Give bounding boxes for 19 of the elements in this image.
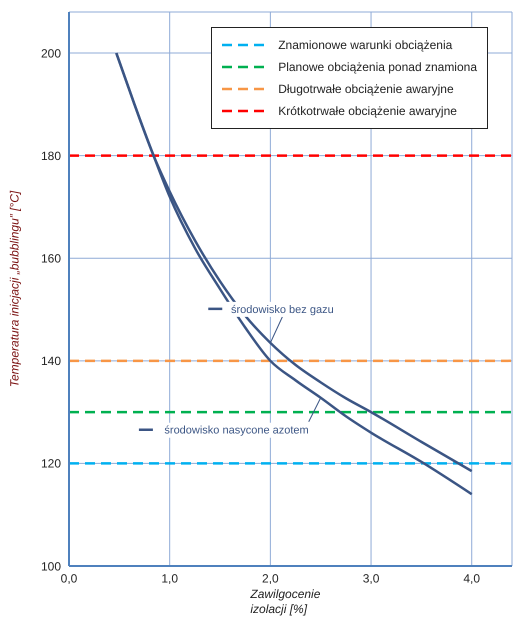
x-tick-label: 0,0 [60,572,78,586]
legend-label: środowisko bez gazu [230,304,334,316]
x-tick-label: 3,0 [362,572,380,586]
y-tick-label: 100 [40,559,62,574]
y-tick-label: 200 [40,46,62,60]
y-tick-label: 140 [40,354,62,368]
y-axis-title: Temperatura inicjacji „bubblingu” [°C] [7,190,22,388]
legend-label: środowisko nasycone azotem [164,424,309,437]
x-tick-label: 1,0 [161,572,178,586]
x-axis-title: Zawilgocenie izolacji [%] [249,587,321,616]
x-tick-label: 2,0 [262,572,280,586]
legend-label: Długotrwałe obciążenie awaryjne [278,82,454,96]
y-tick-label: 180 [40,148,62,163]
legend-label: Planowe obciążenia ponad znamiona [278,60,477,74]
legend-label: Krótkotrwałe obciążenie awaryjne [278,104,457,118]
x-tick-label: 4,0 [463,572,480,586]
y-tick-label: 160 [40,251,62,266]
legend-label: Znamionowe warunki obciążenia [278,38,452,52]
y-tick-label: 120 [40,456,62,471]
